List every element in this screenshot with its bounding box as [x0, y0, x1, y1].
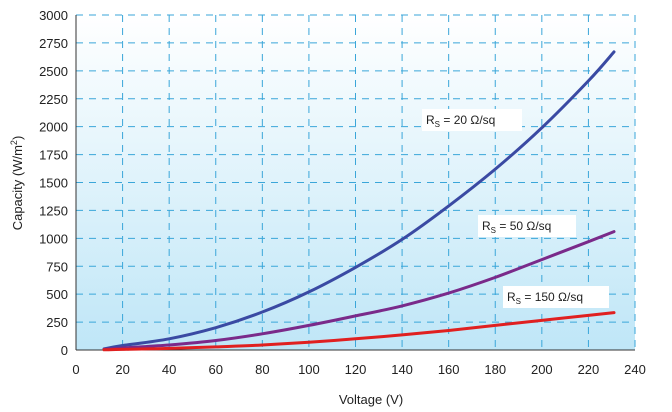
axes — [75, 15, 635, 351]
y-tick-label: 750 — [46, 259, 68, 274]
series-line-2 — [102, 311, 616, 352]
series-label-2: RS = 150 Ω/sq — [503, 286, 609, 308]
x-tick-label: 0 — [72, 362, 79, 377]
series-lines — [102, 50, 616, 352]
y-tick-label: 250 — [46, 315, 68, 330]
y-tick-label: 2750 — [39, 36, 68, 51]
x-tick-label: 60 — [209, 362, 223, 377]
x-tick-label: 180 — [484, 362, 506, 377]
series-label-text: RS = 20 Ω/sq — [426, 113, 495, 129]
series-label-box — [422, 109, 522, 131]
y-tick-labels: 0 250 500 750 1000 1250 1500 1750 2000 2250 2500 27… — [39, 8, 68, 358]
x-tick-label: 120 — [345, 362, 367, 377]
series-line-1 — [102, 230, 616, 351]
series-labels: RS = 20 Ω/sq RS = 50 Ω/sq RS = 150 Ω/sq — [422, 109, 609, 308]
y-tick-label: 0 — [61, 343, 68, 358]
series-label-text: RS = 150 Ω/sq — [507, 290, 583, 306]
series-label-0: RS = 20 Ω/sq — [422, 109, 522, 131]
x-tick-label: 140 — [391, 362, 413, 377]
y-tick-label: 2250 — [39, 92, 68, 107]
x-axis-title: Voltage (V) — [339, 392, 403, 407]
series-label-text: RS = 50 Ω/sq — [482, 219, 551, 235]
x-tick-label: 20 — [115, 362, 129, 377]
x-tick-label: 40 — [162, 362, 176, 377]
y-tick-label: 3000 — [39, 8, 68, 23]
x-tick-label: 240 — [624, 362, 646, 377]
y-tick-label: 500 — [46, 287, 68, 302]
x-tick-label: 200 — [531, 362, 553, 377]
x-tick-label: 220 — [578, 362, 600, 377]
y-tick-label: 1000 — [39, 231, 68, 246]
x-tick-label: 100 — [298, 362, 320, 377]
y-tick-label: 2500 — [39, 64, 68, 79]
x-tick-labels: 0 20 40 60 80 100 120 140 160 180 200 220 240 — [72, 362, 645, 377]
y-tick-label: 1500 — [39, 176, 68, 191]
series-line-0 — [102, 50, 616, 351]
y-tick-label: 1250 — [39, 203, 68, 218]
series-label-box — [503, 286, 609, 308]
y-tick-label: 1750 — [39, 148, 68, 163]
x-tick-label: 80 — [255, 362, 269, 377]
series-label-1: RS = 50 Ω/sq — [478, 215, 576, 237]
x-tick-label: 160 — [438, 362, 460, 377]
y-axis-title: Capacity (W/m2) — [9, 136, 25, 231]
series-label-box — [478, 215, 576, 237]
y-tick-label: 2000 — [39, 120, 68, 135]
